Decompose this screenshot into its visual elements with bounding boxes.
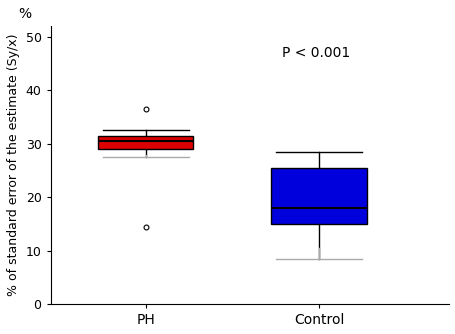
Bar bbox=[271, 168, 366, 224]
Y-axis label: % of standard error of the estimate (Sy/x): % of standard error of the estimate (Sy/… bbox=[7, 34, 20, 296]
Bar bbox=[98, 136, 193, 149]
Text: P < 0.001: P < 0.001 bbox=[281, 45, 349, 59]
Text: %: % bbox=[19, 7, 32, 20]
